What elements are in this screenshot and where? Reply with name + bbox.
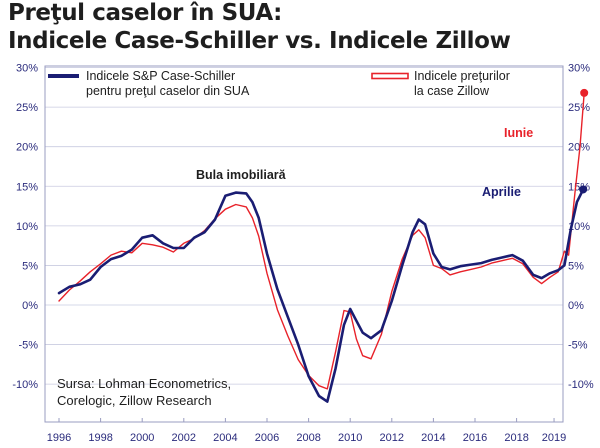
- endpoint-zillow: [580, 88, 589, 97]
- plot-frame: [44, 65, 564, 423]
- x-tick-label: 2000: [130, 432, 154, 444]
- x-tick-label: 2004: [213, 432, 237, 444]
- y-tick-label-right: 25%: [568, 102, 590, 114]
- legend-swatch-zillow: [371, 72, 409, 80]
- x-tick-label: 1998: [88, 432, 112, 444]
- y-tick-label-right: 10%: [568, 221, 590, 233]
- y-tick-label-left: 25%: [16, 102, 38, 114]
- y-tick-label-left: 30%: [16, 63, 38, 75]
- series-endpoints: [579, 88, 589, 194]
- annotation-bubble: Bula imobiliară: [196, 168, 287, 182]
- x-axis: 1996 1998 2000 2002 2004 2006 2008 2010 2012 2014…: [47, 418, 566, 444]
- page-title-line2: Indicele Case-Schiller vs. Indicele Zill…: [8, 28, 511, 54]
- y-tick-label-left: 20%: [16, 142, 38, 154]
- series-line-zillow: [58, 92, 585, 390]
- y-tick-label-left: 10%: [16, 221, 38, 233]
- annotation-april: Aprilie: [482, 185, 521, 199]
- legend-label-case-schiller-1: Indicele S&P Case-Schiller: [86, 69, 235, 83]
- source-line2: Corelogic, Zillow Research: [57, 393, 212, 408]
- y-tick-label-right: 20%: [568, 142, 590, 154]
- endpoint-case-schiller: [579, 185, 588, 194]
- y-tick-label-left: 15%: [16, 181, 38, 193]
- y-tick-label-right: -10%: [568, 379, 594, 391]
- y-tick-label-right: 15%: [568, 181, 590, 193]
- y-tick-label-right: 5%: [568, 260, 584, 272]
- annotation-june: Iunie: [504, 126, 533, 140]
- legend-label-case-schiller-2: pentru preţul caselor din SUA: [86, 84, 250, 98]
- page-title-line1: Preţul caselor în SUA:: [8, 0, 282, 26]
- x-tick-label: 2008: [296, 432, 320, 444]
- x-tick-label: 1996: [47, 432, 71, 444]
- x-tick-label: 2010: [338, 432, 362, 444]
- x-tick-label: 2018: [504, 432, 528, 444]
- gridlines: [45, 67, 563, 385]
- x-tick-label: 2019: [542, 432, 566, 444]
- x-tick-label: 2002: [172, 432, 196, 444]
- legend: Indicele S&P Case-Schiller pentru preţul…: [48, 69, 510, 98]
- y-axis-left: 30% 25% 20% 15% 10% 5% 0% -5% -10%: [12, 63, 38, 392]
- y-tick-label-right: 0%: [568, 300, 584, 312]
- y-axis-right: 30% 25% 20% 15% 10% 5% 0% -5% -10%: [568, 63, 594, 392]
- y-tick-label-left: -5%: [18, 340, 38, 352]
- x-tick-label: 2014: [421, 432, 445, 444]
- y-tick-label-right: 30%: [568, 63, 590, 75]
- x-tick-label: 2016: [463, 432, 487, 444]
- legend-label-zillow-2: la case Zillow: [414, 84, 490, 98]
- series-lines: [57, 92, 585, 403]
- y-tick-label-left: 0%: [22, 300, 38, 312]
- x-tick-label: 2012: [380, 432, 404, 444]
- y-tick-label-right: -5%: [568, 340, 588, 352]
- source-line1: Sursa: Lohman Econometrics,: [57, 376, 231, 391]
- y-tick-label-left: 5%: [22, 260, 38, 272]
- legend-label-zillow-1: Indicele preţurilor: [414, 69, 510, 83]
- y-tick-label-left: -10%: [12, 379, 38, 391]
- x-tick-label: 2006: [255, 432, 279, 444]
- series-line-case-schiller: [57, 188, 585, 403]
